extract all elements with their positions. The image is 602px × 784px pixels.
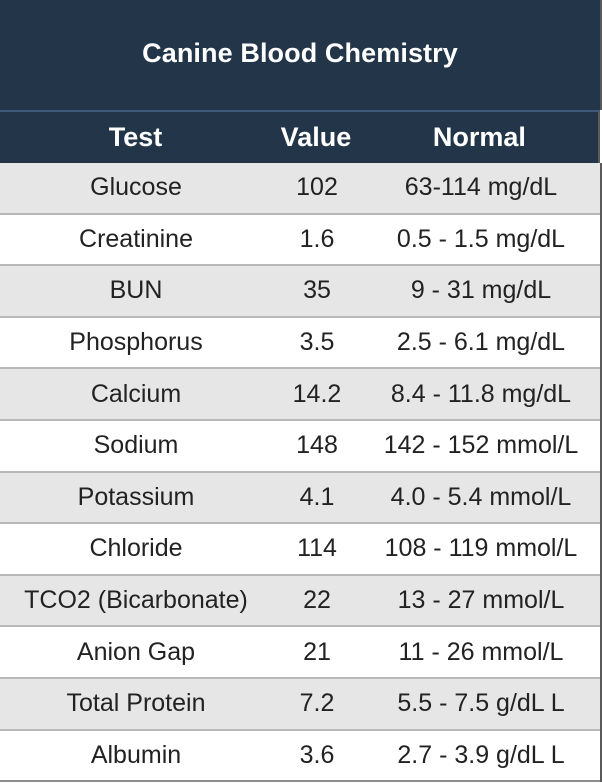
cell-value: 114 <box>297 534 337 563</box>
cell-test: Glucose <box>90 173 182 202</box>
cell-normal: 0.5 - 1.5 mg/dL <box>396 224 566 253</box>
cell-value: 3.6 <box>299 740 335 769</box>
cell-value: 3.5 <box>299 328 335 357</box>
cell-test: Phosphorus <box>69 328 203 357</box>
table-row: Anion Gap 21 11 - 26 mmol/L <box>0 627 600 679</box>
table-row: Chloride 114 108 - 119 mmol/L <box>0 524 600 576</box>
cell-normal: 8.4 - 11.8 mg/dL <box>390 379 572 408</box>
cell-value: 7.2 <box>299 689 335 718</box>
cell-test: TCO2 (Bicarbonate) <box>24 586 248 615</box>
cell-value: 22 <box>303 586 331 615</box>
cell-normal: 63-114 mg/dL <box>404 173 558 202</box>
cell-normal: 5.5 - 7.5 g/dL L <box>397 689 565 718</box>
cell-value: 4.1 <box>299 482 335 511</box>
table-title: Canine Blood Chemistry <box>142 37 458 68</box>
table-row: TCO2 (Bicarbonate) 22 13 - 27 mmol/L <box>0 575 600 628</box>
cell-normal: 108 - 119 mmol/L <box>384 534 578 563</box>
table-row: Albumin 3.6 2.7 - 3.9 g/dL L <box>0 730 600 783</box>
table-row: Calcium 14.2 8.4 - 11.8 mg/dL <box>0 369 600 421</box>
table-row: Creatinine 1.6 0.5 - 1.5 mg/dL <box>0 214 600 267</box>
cell-value: 14.2 <box>292 379 342 408</box>
table-row: Phosphorus 3.5 2.5 - 6.1 mg/dL <box>0 317 600 370</box>
table-row: Glucose 102 63-114 mg/dL <box>0 163 600 215</box>
cell-normal: 13 - 27 mmol/L <box>397 586 565 615</box>
cell-test: Chloride <box>89 534 183 563</box>
cell-test: Creatinine <box>79 224 193 253</box>
cell-normal: 2.7 - 3.9 g/dL L <box>397 740 565 769</box>
table-row: Potassium 4.1 4.0 - 5.4 mmol/L <box>0 472 600 525</box>
title-bar: Canine Blood Chemistry <box>0 0 602 110</box>
cell-normal: 11 - 26 mmol/L <box>398 637 564 666</box>
cell-test: Potassium <box>77 482 195 511</box>
cell-value: 102 <box>296 173 338 202</box>
cell-value: 35 <box>303 276 331 305</box>
table-row: Total Protein 7.2 5.5 - 7.5 g/dL L <box>0 678 600 731</box>
header-normal: Normal <box>432 122 526 152</box>
table-row: BUN 35 9 - 31 mg/dL <box>0 266 600 318</box>
table-header-row: Test Value Normal <box>0 110 600 163</box>
table-row: Sodium 148 142 - 152 mmol/L <box>0 420 600 473</box>
header-value: Value <box>280 122 352 152</box>
cell-test: Calcium <box>90 379 182 408</box>
cell-test: Total Protein <box>66 689 206 718</box>
cell-normal: 142 - 152 mmol/L <box>383 431 579 460</box>
header-test: Test <box>108 122 163 152</box>
cell-test: Sodium <box>93 431 179 460</box>
cell-value: 21 <box>303 637 331 666</box>
cell-normal: 9 - 31 mg/dL <box>410 276 552 305</box>
cell-value: 1.6 <box>299 224 335 253</box>
cell-test: Albumin <box>90 740 182 769</box>
table-body: Glucose 102 63-114 mg/dL Creatinine 1.6 … <box>0 163 602 783</box>
cell-normal: 4.0 - 5.4 mmol/L <box>390 482 572 511</box>
cell-normal: 2.5 - 6.1 mg/dL <box>396 328 566 357</box>
cell-test: BUN <box>109 276 163 305</box>
cell-test: Anion Gap <box>76 637 196 666</box>
cell-value: 148 <box>296 431 338 460</box>
